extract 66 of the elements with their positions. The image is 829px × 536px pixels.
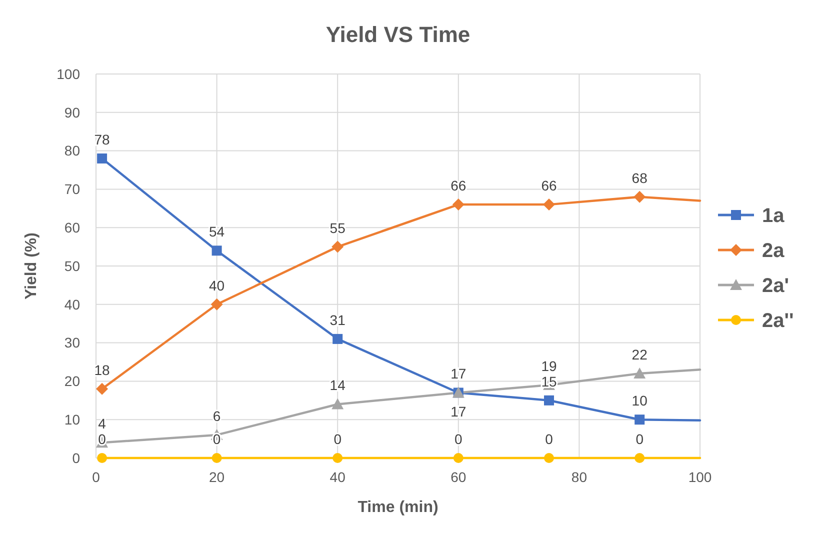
x-tick-label: 20 xyxy=(209,469,225,485)
data-label: 0 xyxy=(545,431,554,447)
data-label: 66 xyxy=(450,178,466,194)
data-label: 6 xyxy=(212,408,221,424)
y-tick-label: 30 xyxy=(64,334,80,351)
point xyxy=(453,453,464,463)
point xyxy=(634,368,646,379)
data-label: 0 xyxy=(334,431,342,447)
data-label: 19 xyxy=(541,358,557,374)
legend-label: 1a xyxy=(762,205,786,227)
y-tick-label: 80 xyxy=(64,142,80,159)
chart-title: Yield VS Time xyxy=(326,22,470,47)
y-tick-label: 50 xyxy=(64,258,80,274)
y-tick-label: 60 xyxy=(64,220,80,236)
point xyxy=(332,240,344,253)
point xyxy=(332,453,343,463)
y-tick-label: 10 xyxy=(64,412,80,428)
x-tick-label: 60 xyxy=(450,469,466,485)
x-tick-label: 80 xyxy=(571,469,588,485)
data-label: 54 xyxy=(209,224,225,240)
point xyxy=(544,395,554,406)
data-label: 15 xyxy=(541,373,557,390)
data-label: 68 xyxy=(632,170,648,186)
point xyxy=(332,334,343,344)
x-tick-label: 0 xyxy=(92,469,100,485)
point xyxy=(543,198,555,211)
legend-label: 2a' xyxy=(762,275,790,297)
point xyxy=(634,190,646,203)
legend-label: 2a'' xyxy=(762,310,794,332)
point xyxy=(210,298,223,310)
data-label: 10 xyxy=(632,392,648,409)
data-label: 17 xyxy=(450,404,466,420)
data-label: 78 xyxy=(94,131,110,148)
y-axis-title: Yield (%) xyxy=(23,232,40,300)
data-label: 0 xyxy=(636,431,644,447)
y-tick-label: 100 xyxy=(56,66,80,82)
legend-label: 2a xyxy=(762,240,786,262)
data-label: 14 xyxy=(330,377,346,394)
y-tick-label: 40 xyxy=(64,296,80,312)
x-tick-label: 100 xyxy=(688,469,712,485)
x-tick-label: 40 xyxy=(330,469,346,485)
data-label: 55 xyxy=(330,220,346,236)
point xyxy=(634,414,645,425)
point xyxy=(452,198,464,211)
point xyxy=(544,453,554,463)
data-label: 0 xyxy=(454,431,462,447)
point xyxy=(97,153,108,164)
y-tick-label: 70 xyxy=(64,181,80,198)
point xyxy=(97,453,108,463)
y-tick-label: 20 xyxy=(64,373,80,390)
point xyxy=(634,453,645,463)
point xyxy=(212,453,222,463)
data-label: 40 xyxy=(209,277,225,294)
point xyxy=(96,382,108,395)
y-tick-label: 0 xyxy=(72,450,80,466)
data-label: 22 xyxy=(632,346,648,363)
x-axis-title: Time (min) xyxy=(358,499,438,516)
point xyxy=(332,398,344,410)
data-label: 17 xyxy=(450,366,466,382)
y-tick-label: 90 xyxy=(64,104,80,120)
data-label: 31 xyxy=(330,312,346,328)
data-label: 66 xyxy=(541,178,557,194)
point xyxy=(212,246,222,256)
data-label: 18 xyxy=(94,362,110,378)
data-label: 4 xyxy=(98,416,106,432)
data-label: 0 xyxy=(98,431,106,447)
